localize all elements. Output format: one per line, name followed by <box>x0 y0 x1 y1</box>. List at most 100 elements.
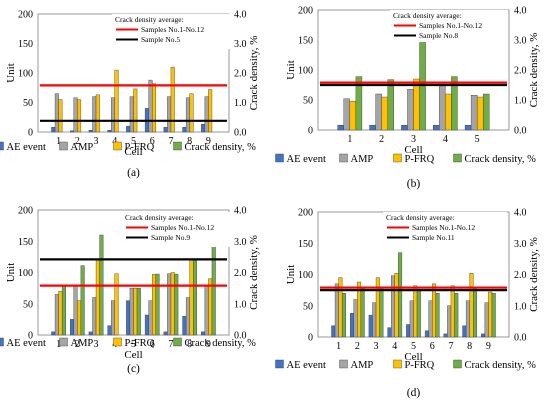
bar-amp-7 <box>447 305 452 338</box>
legend-label: AE event <box>7 142 46 153</box>
reference-legend-box <box>122 212 230 247</box>
y-tick-label: 50 <box>23 98 33 109</box>
legend-swatch <box>393 359 402 369</box>
bar-amp-5 <box>129 287 134 336</box>
reference-legend-title: Crack density average: <box>393 11 462 20</box>
bar-crack-density--5 <box>416 289 421 338</box>
legend-swatch <box>113 337 122 347</box>
bar-ae-event-2 <box>70 130 74 133</box>
y2-tick-label: 3.0 <box>514 36 527 47</box>
chart-panel-c: 0501001502000.01.02.03.04.0123456789Crac… <box>0 206 260 375</box>
y-tick-label: 200 <box>298 6 313 17</box>
y2-tick-label: 4.0 <box>234 206 247 217</box>
y2-axis-title: Crack density, % <box>248 235 260 310</box>
x-axis-title: Cell <box>124 146 142 158</box>
legend-label: P-FRQ <box>405 360 435 371</box>
bar-amp-3 <box>372 302 377 338</box>
legend-label: P-FRQ <box>405 154 435 165</box>
x-tick-label: 5 <box>131 339 136 350</box>
legend-label: Crack density, % <box>185 142 257 153</box>
bar-ae-event-7 <box>163 127 168 133</box>
reference-legend-title: Crack density average: <box>115 15 184 24</box>
x-tick-label: 5 <box>475 134 480 145</box>
legend-label: AMP <box>71 142 94 153</box>
bar-amp-6 <box>148 79 153 133</box>
y-tick-label: 50 <box>303 301 313 312</box>
reference-legend-label: Sample No.9 <box>151 233 190 242</box>
bar-p-frq-1 <box>58 99 63 133</box>
bar-ae-event-8 <box>182 127 187 133</box>
bar-crack-density--1 <box>61 284 66 336</box>
y2-tick-label: 4.0 <box>514 6 527 17</box>
x-tick-label: 5 <box>131 136 136 147</box>
y-tick-label: 100 <box>298 270 313 281</box>
bar-p-frq-5 <box>476 96 484 131</box>
bar-crack-density--8 <box>473 286 477 338</box>
y2-tick-label: 3.0 <box>234 237 247 248</box>
bar-ae-event-2 <box>350 313 354 338</box>
y-tick-label: 0 <box>28 331 33 342</box>
x-tick-label: 6 <box>430 341 435 352</box>
x-tick-label: 2 <box>355 341 360 352</box>
legend-label: AMP <box>71 338 94 349</box>
y2-tick-label: 1.0 <box>514 301 527 312</box>
bar-ae-event-6 <box>424 330 429 338</box>
bar-p-frq-9 <box>208 89 213 133</box>
bar-ae-event-5 <box>126 300 131 336</box>
bar-ae-event-5 <box>406 324 411 338</box>
bar-amp-9 <box>204 284 209 336</box>
x-tick-label: 3 <box>94 339 99 350</box>
bar-amp-3 <box>92 96 97 133</box>
bar-amp-8 <box>185 97 190 133</box>
legend-swatch <box>0 337 4 347</box>
bar-crack-density--7 <box>454 293 459 338</box>
x-tick-label: 4 <box>392 341 397 352</box>
bar-ae-event-5 <box>126 125 131 133</box>
x-tick-label: 7 <box>448 341 453 352</box>
y2-axis-title: Crack density, % <box>528 33 540 108</box>
bar-p-frq-7 <box>450 285 455 338</box>
legend-swatch <box>59 337 68 347</box>
bar-amp-2 <box>375 93 382 131</box>
x-tick-label: 2 <box>75 136 80 147</box>
x-tick-label: 8 <box>467 341 472 352</box>
y-tick-label: 100 <box>18 268 33 279</box>
bar-amp-1 <box>343 98 351 131</box>
y2-tick-label: 4.0 <box>514 208 527 219</box>
legend-label: AE event <box>7 338 46 349</box>
bar-crack-density--3 <box>419 28 426 131</box>
y2-tick-label: 4.0 <box>234 10 247 21</box>
bar-ae-event-8 <box>462 325 467 338</box>
x-tick-label: 1 <box>336 341 341 352</box>
bar-ae-event-3 <box>88 331 93 336</box>
reference-legend-label: Sample No.11 <box>412 233 455 242</box>
y2-axis-title: Crack density, % <box>528 237 540 312</box>
bar-ae-event-9 <box>481 333 486 338</box>
y2-tick-label: 1.0 <box>234 299 247 310</box>
bar-p-frq-1 <box>58 291 63 336</box>
y-tick-label: 0 <box>28 128 33 139</box>
x-tick-label: 1 <box>56 339 61 350</box>
x-tick-label: 9 <box>206 136 211 147</box>
y2-tick-label: 3.0 <box>514 239 527 250</box>
bar-ae-event-2 <box>369 124 376 131</box>
y2-tick-label: 0.0 <box>514 333 527 344</box>
y-axis-title: Unit <box>5 63 17 83</box>
legend-label: Crack density, % <box>185 338 257 349</box>
bar-amp-5 <box>470 94 478 131</box>
bar-crack-density--1 <box>355 76 363 131</box>
x-axis-title: Cell <box>404 351 422 363</box>
legend-swatch <box>0 141 4 151</box>
x-tick-label: 8 <box>187 136 192 147</box>
bar-amp-4 <box>439 84 446 131</box>
y-axis-title: Unit <box>285 60 297 80</box>
bar-ae-event-4 <box>433 124 440 131</box>
x-tick-label: 2 <box>75 339 80 350</box>
panel-caption: (b) <box>407 178 421 190</box>
bar-ae-event-7 <box>443 333 448 338</box>
bar-p-frq-8 <box>189 93 194 133</box>
bar-p-frq-3 <box>413 78 420 131</box>
reference-legend-box <box>112 14 230 49</box>
x-tick-label: 3 <box>411 134 416 145</box>
x-tick-label: 5 <box>411 341 416 352</box>
